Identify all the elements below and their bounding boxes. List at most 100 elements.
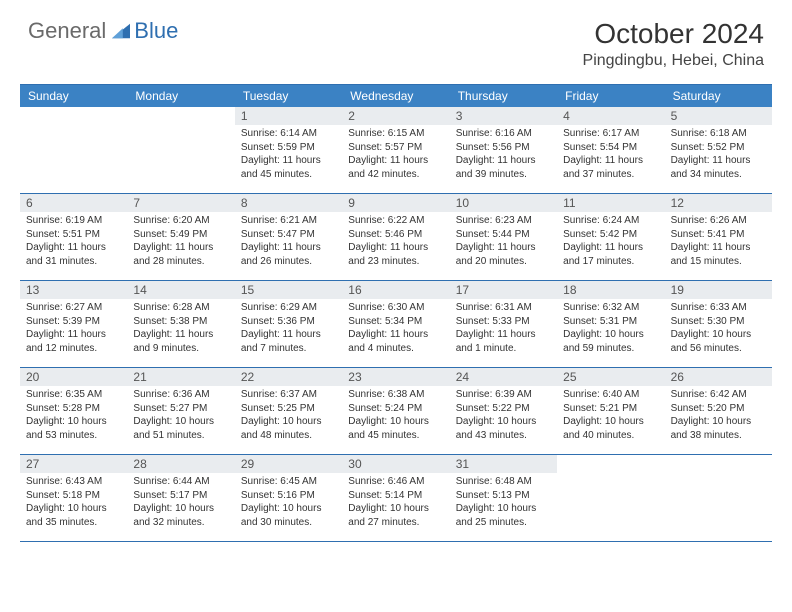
day-cell: 24Sunrise: 6:39 AMSunset: 5:22 PMDayligh… [450, 368, 557, 454]
day-number: 13 [20, 281, 127, 299]
day-number: 28 [127, 455, 234, 473]
sunrise-line: Sunrise: 6:31 AM [456, 301, 551, 315]
day-cell: 25Sunrise: 6:40 AMSunset: 5:21 PMDayligh… [557, 368, 664, 454]
sunset-line: Sunset: 5:27 PM [133, 402, 228, 416]
day-number: 18 [557, 281, 664, 299]
sunrise-line: Sunrise: 6:35 AM [26, 388, 121, 402]
sunrise-line: Sunrise: 6:39 AM [456, 388, 551, 402]
sunset-line: Sunset: 5:28 PM [26, 402, 121, 416]
sunrise-line: Sunrise: 6:38 AM [348, 388, 443, 402]
day-content: Sunrise: 6:27 AMSunset: 5:39 PMDaylight:… [20, 299, 127, 359]
sunrise-line: Sunrise: 6:21 AM [241, 214, 336, 228]
daylight-line: Daylight: 11 hours and 7 minutes. [241, 328, 336, 355]
sunrise-line: Sunrise: 6:43 AM [26, 475, 121, 489]
sunrise-line: Sunrise: 6:42 AM [671, 388, 766, 402]
day-content: Sunrise: 6:15 AMSunset: 5:57 PMDaylight:… [342, 125, 449, 185]
sunset-line: Sunset: 5:51 PM [26, 228, 121, 242]
daylight-line: Daylight: 11 hours and 15 minutes. [671, 241, 766, 268]
day-cell: 16Sunrise: 6:30 AMSunset: 5:34 PMDayligh… [342, 281, 449, 367]
day-number: 8 [235, 194, 342, 212]
day-content: Sunrise: 6:19 AMSunset: 5:51 PMDaylight:… [20, 212, 127, 272]
day-cell: 10Sunrise: 6:23 AMSunset: 5:44 PMDayligh… [450, 194, 557, 280]
day-cell: . [20, 107, 127, 193]
day-content: Sunrise: 6:28 AMSunset: 5:38 PMDaylight:… [127, 299, 234, 359]
day-cell: 4Sunrise: 6:17 AMSunset: 5:54 PMDaylight… [557, 107, 664, 193]
day-number: 10 [450, 194, 557, 212]
sunrise-line: Sunrise: 6:37 AM [241, 388, 336, 402]
sunset-line: Sunset: 5:16 PM [241, 489, 336, 503]
day-cell: 26Sunrise: 6:42 AMSunset: 5:20 PMDayligh… [665, 368, 772, 454]
sunset-line: Sunset: 5:18 PM [26, 489, 121, 503]
sunrise-line: Sunrise: 6:17 AM [563, 127, 658, 141]
day-content: Sunrise: 6:23 AMSunset: 5:44 PMDaylight:… [450, 212, 557, 272]
sunrise-line: Sunrise: 6:30 AM [348, 301, 443, 315]
sunrise-line: Sunrise: 6:22 AM [348, 214, 443, 228]
daylight-line: Daylight: 10 hours and 38 minutes. [671, 415, 766, 442]
sunrise-line: Sunrise: 6:46 AM [348, 475, 443, 489]
daylight-line: Daylight: 11 hours and 42 minutes. [348, 154, 443, 181]
sunrise-line: Sunrise: 6:26 AM [671, 214, 766, 228]
sunset-line: Sunset: 5:42 PM [563, 228, 658, 242]
sunset-line: Sunset: 5:24 PM [348, 402, 443, 416]
sunset-line: Sunset: 5:47 PM [241, 228, 336, 242]
calendar-week: 6Sunrise: 6:19 AMSunset: 5:51 PMDaylight… [20, 194, 772, 281]
daylight-line: Daylight: 11 hours and 31 minutes. [26, 241, 121, 268]
calendar-week: 13Sunrise: 6:27 AMSunset: 5:39 PMDayligh… [20, 281, 772, 368]
sunset-line: Sunset: 5:17 PM [133, 489, 228, 503]
day-cell: 29Sunrise: 6:45 AMSunset: 5:16 PMDayligh… [235, 455, 342, 541]
day-cell: 23Sunrise: 6:38 AMSunset: 5:24 PMDayligh… [342, 368, 449, 454]
sunset-line: Sunset: 5:36 PM [241, 315, 336, 329]
sunset-line: Sunset: 5:56 PM [456, 141, 551, 155]
day-content: Sunrise: 6:20 AMSunset: 5:49 PMDaylight:… [127, 212, 234, 272]
daylight-line: Daylight: 10 hours and 51 minutes. [133, 415, 228, 442]
day-number: 31 [450, 455, 557, 473]
sunset-line: Sunset: 5:33 PM [456, 315, 551, 329]
day-content: Sunrise: 6:18 AMSunset: 5:52 PMDaylight:… [665, 125, 772, 185]
day-number: 30 [342, 455, 449, 473]
day-number: 16 [342, 281, 449, 299]
day-content: Sunrise: 6:44 AMSunset: 5:17 PMDaylight:… [127, 473, 234, 533]
day-cell: 9Sunrise: 6:22 AMSunset: 5:46 PMDaylight… [342, 194, 449, 280]
weekday-header: Saturday [665, 85, 772, 107]
daylight-line: Daylight: 11 hours and 9 minutes. [133, 328, 228, 355]
sunset-line: Sunset: 5:52 PM [671, 141, 766, 155]
day-content: Sunrise: 6:17 AMSunset: 5:54 PMDaylight:… [557, 125, 664, 185]
day-number: 22 [235, 368, 342, 386]
day-cell: . [127, 107, 234, 193]
day-content: Sunrise: 6:26 AMSunset: 5:41 PMDaylight:… [665, 212, 772, 272]
location: Pingdingbu, Hebei, China [583, 52, 764, 70]
daylight-line: Daylight: 11 hours and 4 minutes. [348, 328, 443, 355]
daylight-line: Daylight: 11 hours and 37 minutes. [563, 154, 658, 181]
sunset-line: Sunset: 5:59 PM [241, 141, 336, 155]
daylight-line: Daylight: 11 hours and 28 minutes. [133, 241, 228, 268]
calendar-week: 20Sunrise: 6:35 AMSunset: 5:28 PMDayligh… [20, 368, 772, 455]
sunset-line: Sunset: 5:22 PM [456, 402, 551, 416]
sunset-line: Sunset: 5:14 PM [348, 489, 443, 503]
day-cell: 21Sunrise: 6:36 AMSunset: 5:27 PMDayligh… [127, 368, 234, 454]
sunset-line: Sunset: 5:44 PM [456, 228, 551, 242]
daylight-line: Daylight: 10 hours and 25 minutes. [456, 502, 551, 529]
sunrise-line: Sunrise: 6:32 AM [563, 301, 658, 315]
day-number: 19 [665, 281, 772, 299]
calendar: SundayMondayTuesdayWednesdayThursdayFrid… [20, 84, 772, 542]
sunset-line: Sunset: 5:30 PM [671, 315, 766, 329]
sunrise-line: Sunrise: 6:15 AM [348, 127, 443, 141]
daylight-line: Daylight: 10 hours and 40 minutes. [563, 415, 658, 442]
sunrise-line: Sunrise: 6:48 AM [456, 475, 551, 489]
daylight-line: Daylight: 11 hours and 20 minutes. [456, 241, 551, 268]
daylight-line: Daylight: 10 hours and 27 minutes. [348, 502, 443, 529]
logo-text-general: General [28, 18, 106, 44]
day-number: 15 [235, 281, 342, 299]
day-number: 9 [342, 194, 449, 212]
sunset-line: Sunset: 5:49 PM [133, 228, 228, 242]
day-content: Sunrise: 6:36 AMSunset: 5:27 PMDaylight:… [127, 386, 234, 446]
daylight-line: Daylight: 10 hours and 56 minutes. [671, 328, 766, 355]
day-content: Sunrise: 6:14 AMSunset: 5:59 PMDaylight:… [235, 125, 342, 185]
day-cell: 12Sunrise: 6:26 AMSunset: 5:41 PMDayligh… [665, 194, 772, 280]
day-number: 27 [20, 455, 127, 473]
logo-text-blue: Blue [134, 18, 178, 44]
day-content: Sunrise: 6:29 AMSunset: 5:36 PMDaylight:… [235, 299, 342, 359]
sunrise-line: Sunrise: 6:28 AM [133, 301, 228, 315]
day-cell: 14Sunrise: 6:28 AMSunset: 5:38 PMDayligh… [127, 281, 234, 367]
day-content: Sunrise: 6:42 AMSunset: 5:20 PMDaylight:… [665, 386, 772, 446]
